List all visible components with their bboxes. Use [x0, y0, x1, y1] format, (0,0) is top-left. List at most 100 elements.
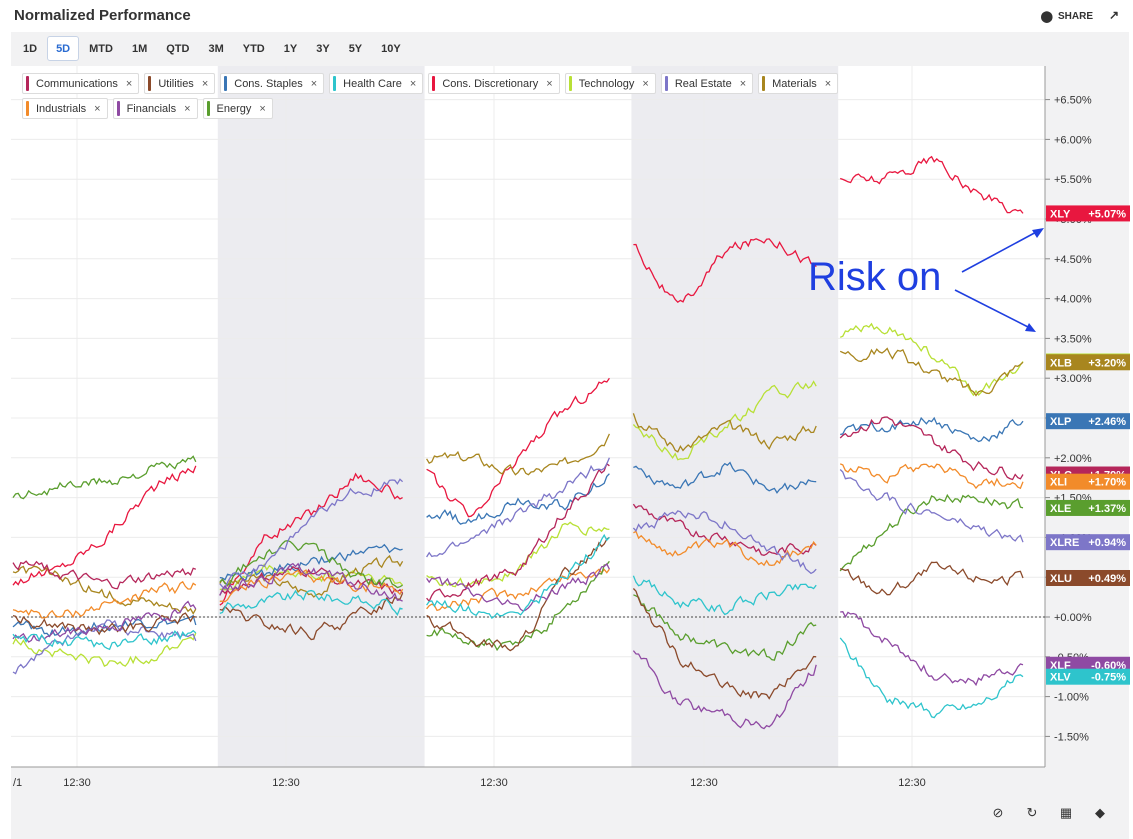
legend-chip[interactable]: Cons. Staples × — [220, 73, 325, 94]
series-line-xlc — [632, 503, 817, 556]
range-button-5d[interactable]: 5D — [47, 36, 80, 61]
remove-icon[interactable]: × — [546, 77, 553, 90]
legend-chip[interactable]: Technology × — [564, 73, 656, 94]
legend-chip[interactable]: Cons. Discretionary × — [428, 73, 560, 94]
legend-chip[interactable]: Utilities × — [144, 73, 216, 94]
series-line-xlre — [12, 619, 197, 675]
series-line-xlu — [839, 561, 1024, 596]
x-tick-label: /1 — [13, 777, 22, 789]
legend-chip[interactable]: Real Estate × — [660, 73, 754, 94]
y-tick-label: +0.00% — [1054, 612, 1092, 624]
series-line-xle — [12, 455, 197, 500]
legend-swatch — [333, 76, 337, 91]
legend-swatch — [224, 76, 228, 91]
percent-label: -0.75% — [1091, 672, 1126, 684]
legend-swatch — [568, 76, 572, 91]
remove-icon[interactable]: × — [184, 102, 191, 115]
series-line-xlb — [219, 554, 404, 598]
legend-chip[interactable]: Financials × — [112, 98, 198, 119]
range-button-3y[interactable]: 3Y — [316, 43, 330, 55]
share-icon: ⬤ — [1040, 11, 1053, 23]
share-button[interactable]: ⬤ SHARE — [1041, 10, 1093, 23]
range-button-1d[interactable]: 1D — [23, 43, 38, 55]
series-line-xlb — [632, 413, 817, 453]
legend-chip[interactable]: Health Care × — [329, 73, 424, 94]
y-tick-label: +5.50% — [1054, 174, 1092, 186]
range-button-ytd[interactable]: YTD — [242, 43, 265, 55]
series-line-xlf — [219, 562, 403, 602]
table-icon[interactable]: ▦ — [1059, 805, 1073, 820]
annotation-text: Risk on — [808, 255, 941, 299]
legend-label: Real Estate — [674, 77, 732, 90]
percent-label: +1.37% — [1088, 503, 1126, 515]
page-title: Normalized Performance — [14, 7, 191, 24]
legend-chip[interactable]: Materials × — [758, 73, 839, 94]
range-button-5y[interactable]: 5Y — [348, 43, 363, 55]
remove-icon[interactable]: × — [642, 77, 649, 90]
legend-swatch — [432, 76, 436, 91]
reset-icon[interactable]: ↻ — [1026, 805, 1038, 820]
range-button-1m[interactable]: 1M — [131, 43, 148, 55]
percent-label: +3.20% — [1088, 357, 1126, 369]
tags-icon[interactable]: ◆ — [1095, 805, 1105, 820]
value-label-bg — [1046, 499, 1130, 516]
value-label-bg — [1046, 413, 1130, 430]
value-label-bg — [1046, 205, 1130, 222]
range-button-1y[interactable]: 1Y — [283, 43, 298, 55]
range-button-3m[interactable]: 3M — [208, 43, 224, 55]
y-tick-label: +4.00% — [1054, 294, 1092, 306]
series-line-xlk — [219, 563, 404, 591]
y-tick-label: -1.00% — [1054, 692, 1089, 704]
remove-icon[interactable]: × — [259, 102, 266, 115]
series-line-xlc — [426, 462, 610, 603]
x-tick-label: 12:30 — [480, 777, 508, 789]
series-line-xlv — [839, 637, 1024, 719]
value-label-bg — [1046, 473, 1130, 490]
series-line-xly — [12, 465, 197, 586]
remove-icon[interactable]: × — [94, 102, 101, 115]
remove-icon[interactable]: × — [739, 77, 747, 90]
legend-label: Cons. Staples — [234, 77, 303, 90]
legend-chip[interactable]: Communications × — [22, 73, 140, 94]
series-line-xlk — [839, 322, 1024, 397]
series-line-xlu — [219, 592, 404, 641]
remove-icon[interactable]: × — [824, 77, 832, 90]
percent-label: +2.46% — [1088, 416, 1126, 428]
legend-label: Energy — [216, 102, 252, 115]
range-button-10y[interactable]: 10Y — [381, 43, 401, 55]
annotation-arrow — [961, 229, 1041, 273]
percent-label: +0.94% — [1088, 537, 1126, 549]
session-shade — [217, 66, 425, 767]
hide-icon[interactable]: ⊘ — [992, 805, 1004, 820]
y-tick-label: +4.50% — [1054, 254, 1092, 266]
remove-icon[interactable]: × — [409, 77, 417, 90]
series-line-xle — [219, 540, 403, 589]
percent-label: +5.07% — [1088, 208, 1126, 220]
legend-chip[interactable]: Industrials × — [22, 98, 108, 119]
series-line-xlb — [426, 433, 610, 476]
series-line-xlv — [426, 533, 610, 620]
value-label-xle: XLE +1.37% — [1046, 499, 1130, 516]
x-tick-label: 12:30 — [690, 777, 718, 789]
range-selector: 1D 5D MTD 1M QTD 3M YTD 1Y 3Y 5Y 10Y — [14, 36, 411, 61]
remove-icon[interactable]: × — [310, 77, 318, 90]
range-button-mtd[interactable]: MTD — [89, 43, 113, 55]
range-button-qtd[interactable]: QTD — [166, 43, 190, 55]
series-line-xlu — [12, 612, 196, 636]
share-label: SHARE — [1057, 11, 1093, 22]
series-line-xly — [633, 238, 817, 304]
remove-icon[interactable]: × — [201, 77, 209, 90]
series-line-xlp — [219, 543, 403, 581]
expand-icon[interactable]: ↗ — [1108, 8, 1120, 22]
legend-chip[interactable]: Energy × — [202, 98, 273, 119]
series-line-xlf — [426, 562, 610, 612]
remove-icon[interactable]: × — [125, 77, 133, 90]
series-line-xle — [633, 594, 817, 661]
series-line-xle — [839, 493, 1024, 572]
series-line-xli — [219, 569, 404, 603]
series-line-xlb — [839, 347, 1024, 397]
y-tick-label: +3.50% — [1054, 333, 1092, 345]
legend-swatch — [664, 76, 668, 91]
legend-label: Financials — [126, 102, 177, 115]
